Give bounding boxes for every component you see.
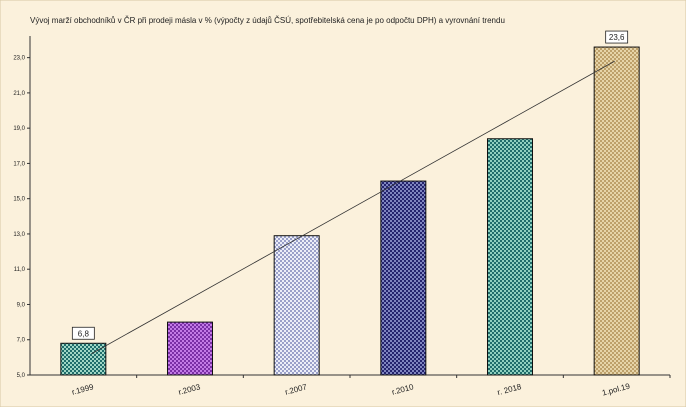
bar	[593, 46, 640, 376]
y-tick-label: 7,0	[17, 338, 26, 344]
chart-title: Vývoj marží obchodníků v ČR při prodeji …	[30, 16, 505, 25]
trendline	[91, 60, 615, 355]
data-label: 6,8	[78, 329, 90, 338]
y-tick-label: 13,0	[13, 232, 25, 238]
y-tick-label: 9,0	[17, 302, 26, 308]
data-label: 23,6	[609, 33, 625, 42]
y-tick-label: 5,0	[17, 373, 26, 379]
bar	[273, 235, 320, 376]
bar	[487, 138, 533, 376]
y-tick-label: 21,0	[13, 91, 25, 97]
bar	[60, 342, 107, 376]
y-tick-label: 17,0	[13, 161, 25, 167]
plot-area: 5,07,09,011,013,015,017,019,021,023,0r.1…	[13, 30, 671, 398]
bar	[167, 321, 213, 376]
bar	[380, 180, 427, 376]
y-tick-label: 15,0	[13, 197, 25, 203]
y-tick-label: 19,0	[13, 126, 25, 132]
data-label-box	[71, 326, 95, 340]
data-label-box	[605, 30, 629, 44]
y-tick-label: 23,0	[13, 56, 25, 62]
y-tick-label: 11,0	[14, 267, 26, 273]
